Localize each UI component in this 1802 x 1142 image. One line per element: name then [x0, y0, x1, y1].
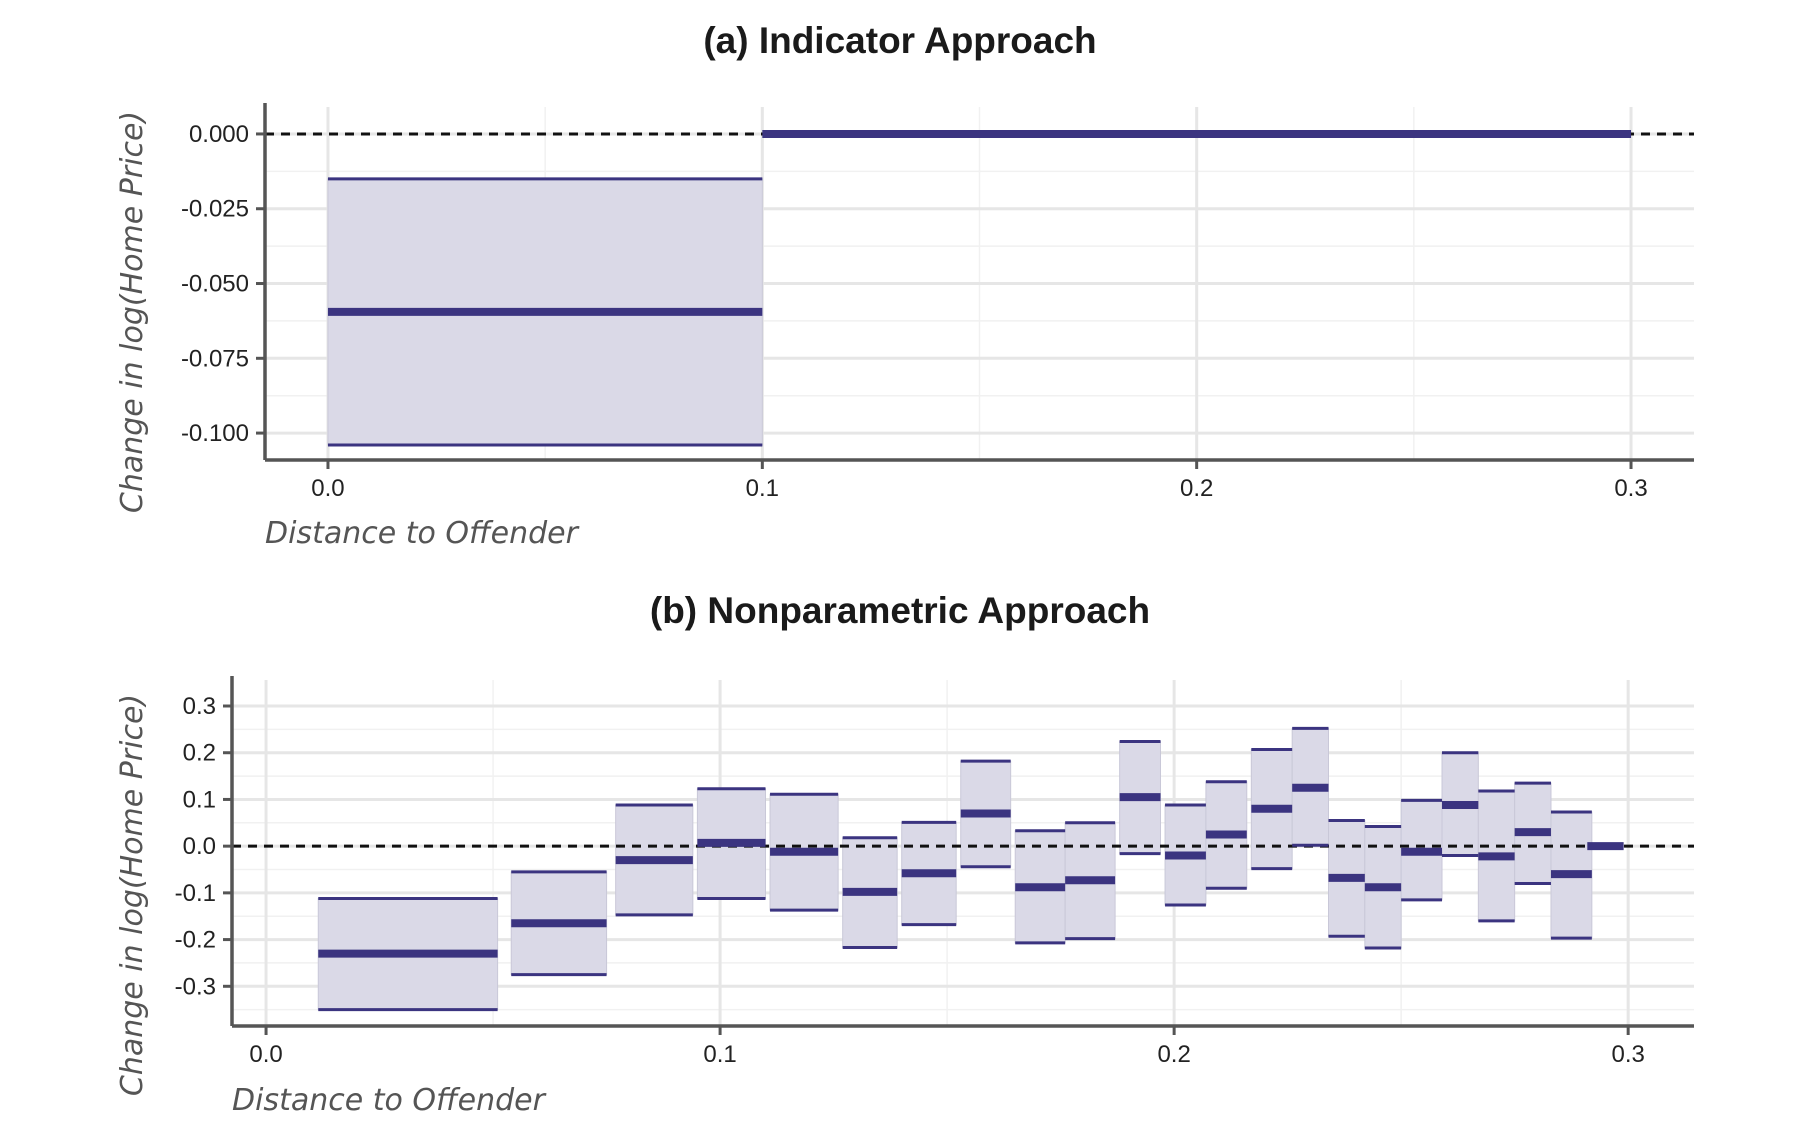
y-tick-label: -0.050	[181, 271, 249, 298]
panel-b-x-axis-label: Distance to Offender	[232, 1083, 547, 1118]
y-tick-label: -0.3	[175, 973, 216, 1000]
y-tick-label: 0.2	[183, 740, 216, 767]
panel-b-interval-marks	[318, 726, 1624, 1012]
panel-b-axes	[223, 676, 1694, 1035]
panel-a-axes	[256, 103, 1694, 469]
y-tick-label: 0.000	[189, 121, 249, 148]
x-tick-label: 0.3	[1611, 1041, 1644, 1068]
panel-b-title: (b) Nonparametric Approach	[650, 590, 1150, 631]
panel-a-y-axis-label: Change in log(Home Price)	[115, 111, 150, 513]
y-tick-label: 0.1	[183, 786, 216, 813]
x-tick-label: 0.3	[1614, 475, 1647, 502]
panel-b-y-axis-label: Change in log(Home Price)	[115, 694, 150, 1096]
x-tick-label: 0.0	[249, 1041, 282, 1068]
x-tick-label: 0.1	[746, 475, 779, 502]
y-tick-label: -0.075	[181, 345, 249, 372]
x-tick-label: 0.2	[1157, 1041, 1190, 1068]
y-tick-label: -0.100	[181, 420, 249, 447]
panel-a-tick-labels: 0.000 -0.025 -0.050 -0.075 -0.100 0.0 0.1 0.2 0.…	[181, 121, 1648, 502]
panel-indicator-approach: (a) Indicator Approach 0.000 -0.025 -0.050…	[115, 20, 1694, 551]
panel-a-x-axis-label: Distance to Offender	[265, 516, 580, 551]
y-tick-label: 0.3	[183, 693, 216, 720]
panel-a-title: (a) Indicator Approach	[703, 20, 1096, 61]
y-tick-label: -0.1	[175, 880, 216, 907]
x-tick-label: 0.0	[311, 475, 344, 502]
y-tick-label: 0.0	[183, 833, 216, 860]
panel-b-tick-labels: 0.3 0.2 0.1 0.0 -0.1 -0.2 -0.3 0.0 0.1 0.2 0.3	[175, 693, 1645, 1068]
y-tick-label: -0.2	[175, 927, 216, 954]
x-tick-label: 0.2	[1180, 475, 1213, 502]
y-tick-label: -0.025	[181, 196, 249, 223]
x-tick-label: 0.1	[703, 1041, 736, 1068]
panel-a-interval-marks	[327, 129, 1632, 447]
panel-nonparametric-approach: (b) Nonparametric Approach 0.3 0.2 0.1 0.0 -…	[115, 590, 1694, 1118]
